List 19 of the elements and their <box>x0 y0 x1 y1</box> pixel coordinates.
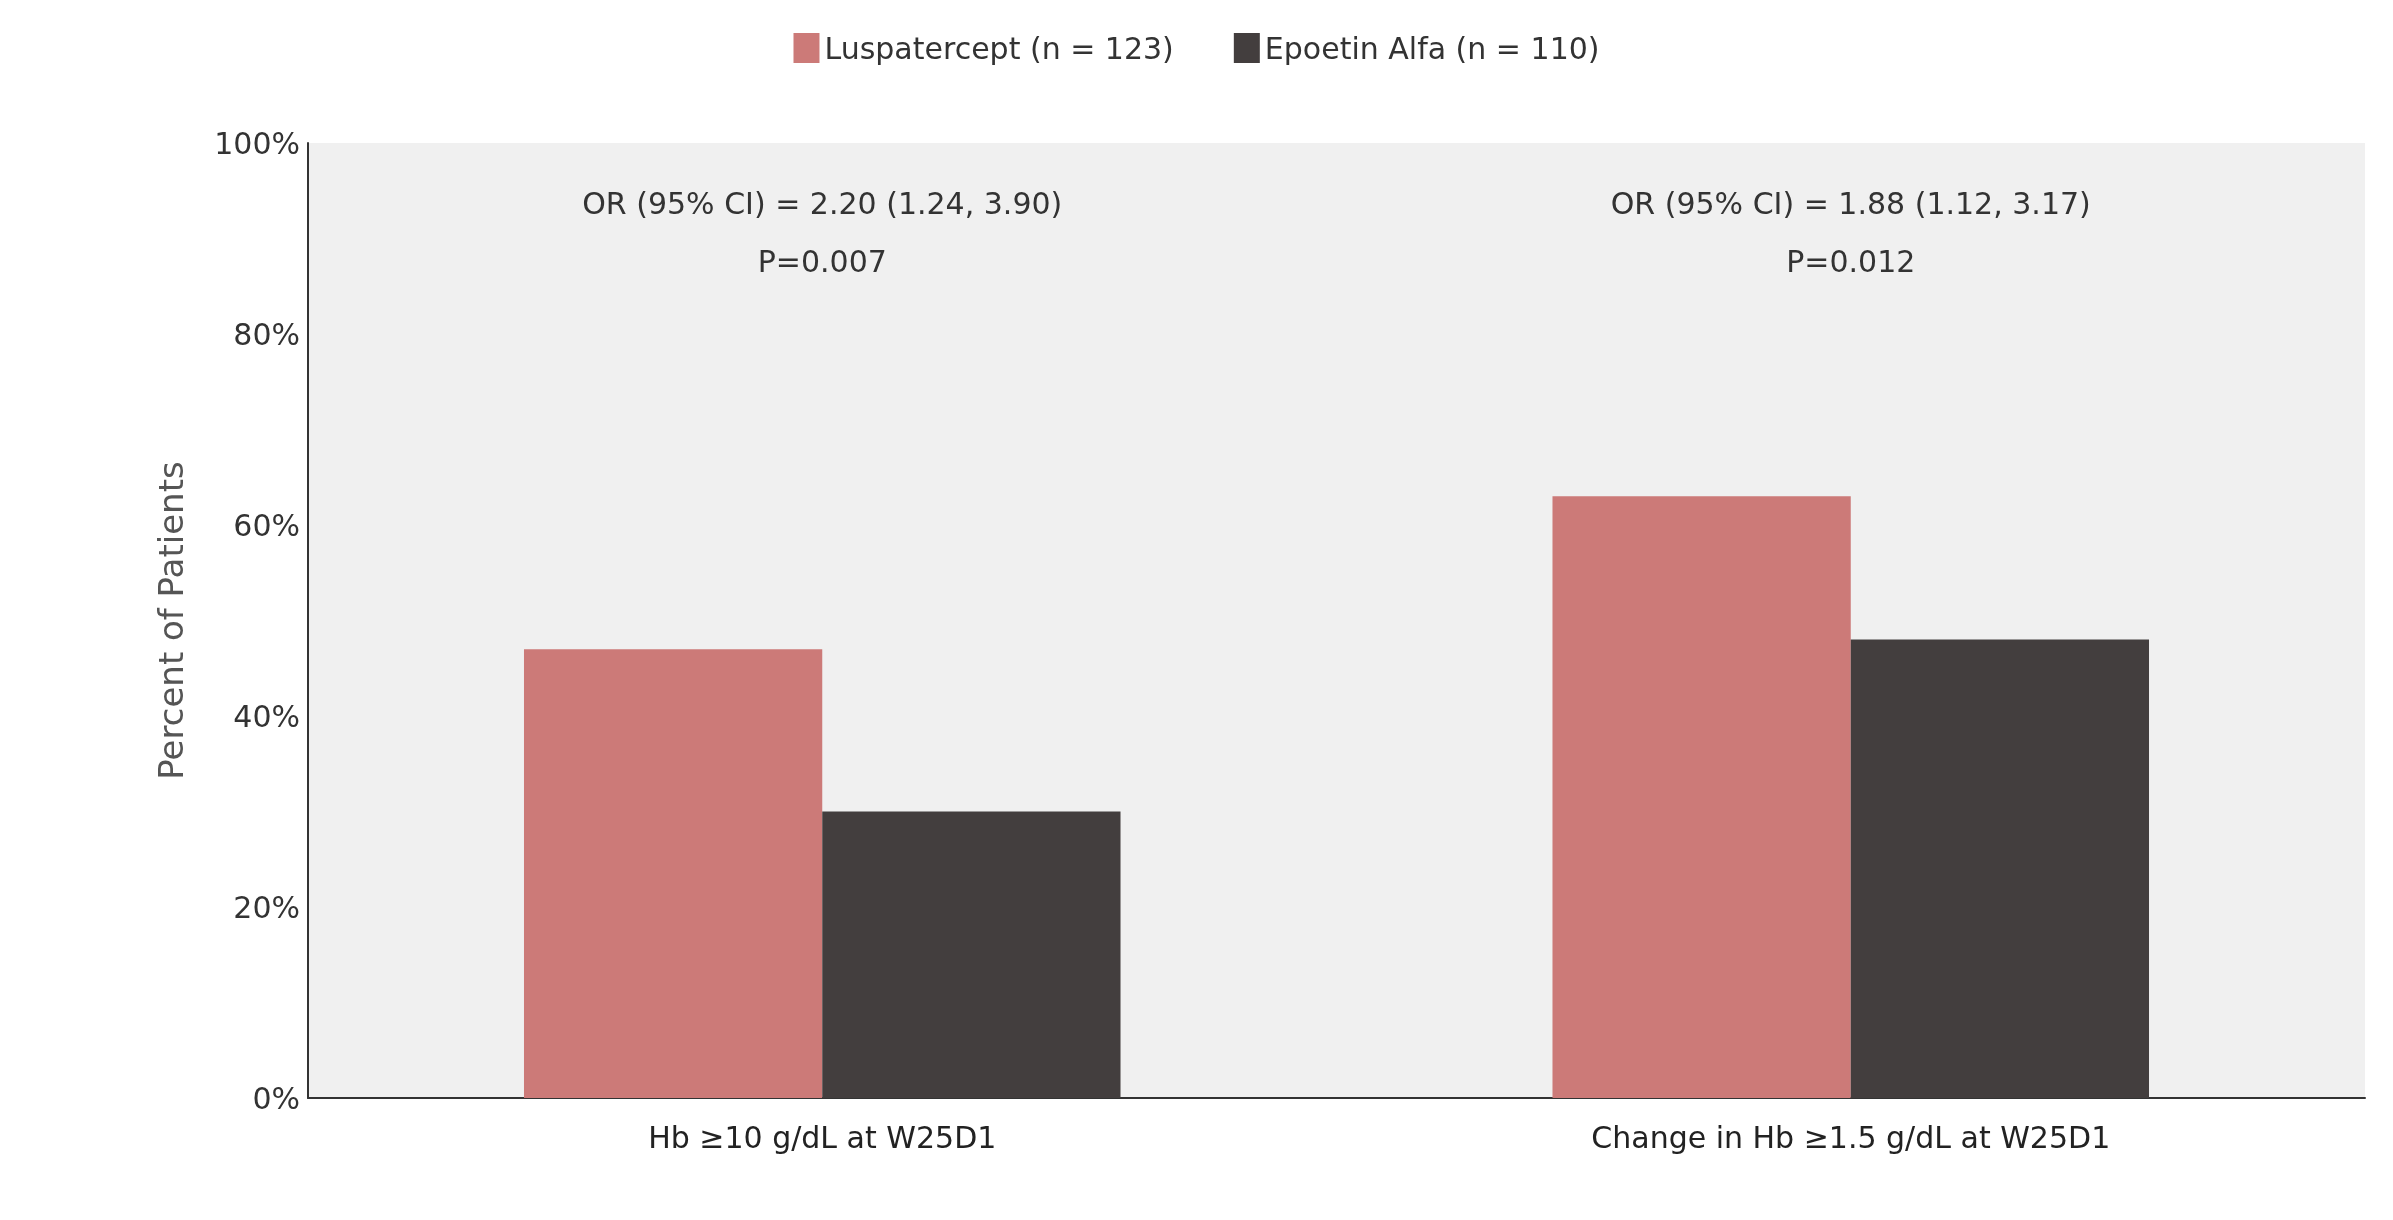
bar <box>822 811 1121 1098</box>
y-tick-label: 80% <box>233 316 300 352</box>
annotation: OR (95% CI) = 2.20 (1.24, 3.90) <box>582 185 1063 221</box>
x-tick-label: Change in Hb ≥1.5 g/dL at W25D1 <box>1591 1119 2111 1155</box>
x-tick-label: Hb ≥10 g/dL at W25D1 <box>648 1119 997 1155</box>
bar <box>1552 496 1851 1098</box>
y-tick-label: 100% <box>214 125 300 161</box>
annotation: OR (95% CI) = 1.88 (1.12, 3.17) <box>1610 185 2091 221</box>
y-axis-title: Percent of Patients <box>151 461 191 780</box>
legend-label: Luspatercept (n = 123) <box>824 30 1174 66</box>
y-tick-label: 20% <box>233 889 300 925</box>
y-tick-label: 0% <box>252 1080 300 1116</box>
bar <box>523 649 823 1098</box>
y-tick-label: 40% <box>233 698 300 734</box>
annotation: P=0.012 <box>1786 243 1916 279</box>
annotation: P=0.007 <box>757 243 887 279</box>
legend-label: Epoetin Alfa (n = 110) <box>1264 30 1600 66</box>
bar <box>1850 639 2150 1098</box>
y-tick-label: 60% <box>233 507 300 543</box>
